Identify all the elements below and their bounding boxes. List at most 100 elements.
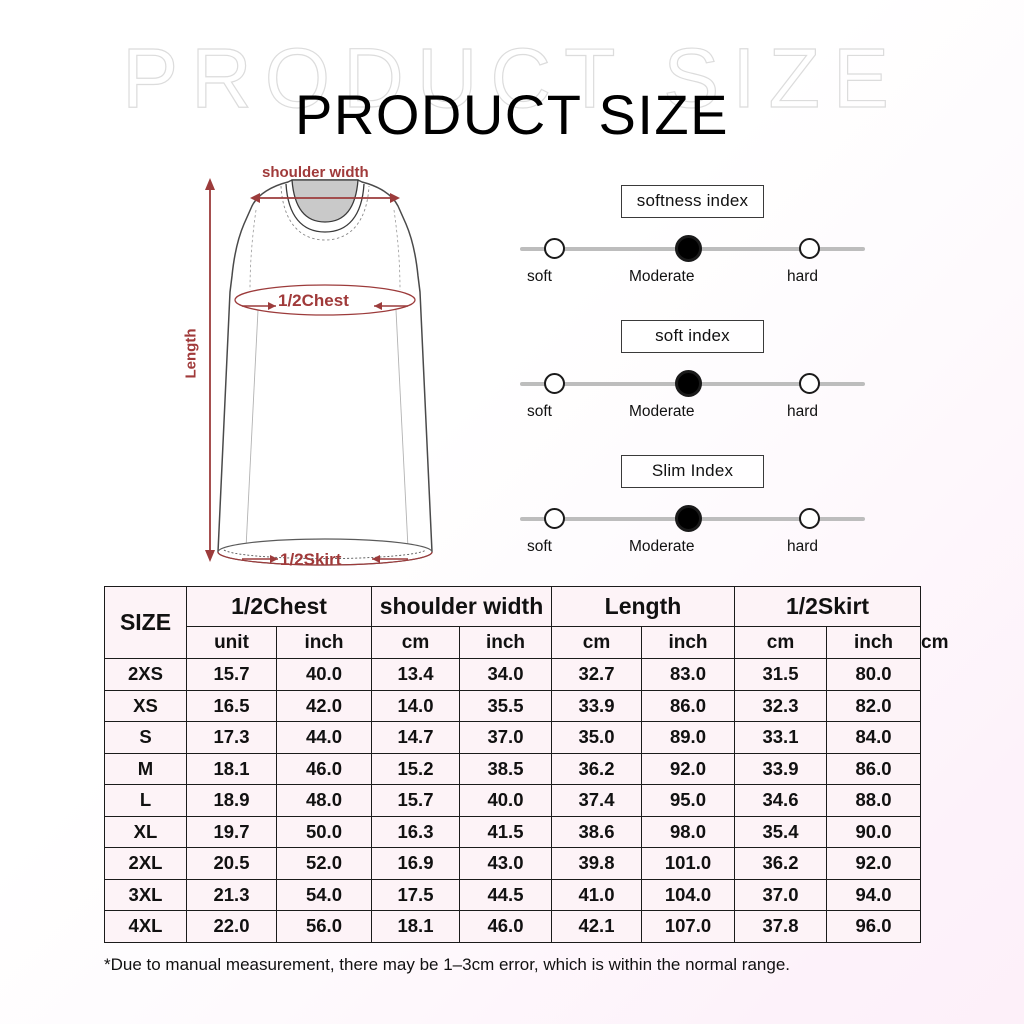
scale-label-moderate: Moderate [629, 403, 695, 420]
table-row: M 18.1 46.0 15.2 38.5 36.2 92.0 33.9 86.0 [104, 752, 922, 785]
cell-measure: 48.0 [276, 784, 372, 817]
table-row: XL 19.7 50.0 16.3 41.5 38.6 98.0 35.4 90.0 [104, 815, 922, 848]
cell-measure: 40.0 [276, 658, 372, 691]
slider-stop-hard[interactable] [799, 508, 820, 529]
cell-measure: 33.9 [734, 752, 827, 785]
title-area: PRODUCT SIZE PRODUCT SIZE [0, 0, 1024, 160]
cell-size: XL [104, 815, 187, 848]
measurement-note: *Due to manual measurement, there may be… [104, 955, 790, 974]
size-table-body: 2XS 15.7 40.0 13.4 34.0 32.7 83.0 31.5 80.0 XS 16.… [104, 658, 922, 943]
cell-measure: 52.0 [276, 847, 372, 880]
cell-measure: 13.4 [371, 658, 460, 691]
garment-illustration [205, 178, 433, 566]
cell-measure: 31.5 [734, 658, 827, 691]
cell-measure: 20.5 [186, 847, 277, 880]
garment-diagram: shoulder width 1/2Chest Length 1/2Skirt [180, 160, 470, 580]
unit-cell-length-inch: inch [641, 626, 735, 659]
slider-stop-moderate-selected[interactable] [675, 370, 702, 397]
slider-stop-hard[interactable] [799, 373, 820, 394]
cell-measure: 18.1 [371, 910, 460, 943]
cell-size: L [104, 784, 187, 817]
cell-measure: 41.5 [459, 815, 552, 848]
cell-measure: 90.0 [825, 815, 922, 848]
scale-label-moderate: Moderate [629, 538, 695, 555]
index-block-softness: softness index soft Moderate hard [505, 185, 880, 320]
cell-measure: 43.0 [459, 847, 552, 880]
cell-measure: 88.0 [825, 784, 922, 817]
cell-size: 3XL [104, 878, 187, 911]
cell-measure: 84.0 [825, 721, 922, 754]
half-skirt-label: 1/2Skirt [280, 550, 342, 569]
cell-measure: 41.0 [551, 878, 642, 911]
cell-measure: 92.0 [641, 752, 735, 785]
cell-measure: 86.0 [825, 752, 922, 785]
half-chest-label: 1/2Chest [278, 291, 349, 310]
cell-measure: 37.0 [734, 878, 827, 911]
soft-index-slider[interactable] [505, 367, 880, 401]
index-block-soft: soft index soft Moderate hard [505, 320, 880, 455]
col-header-half-chest: 1/2Chest [186, 586, 372, 627]
soft-index-scale: soft Moderate hard [505, 403, 880, 427]
unit-cell-chest-inch: inch [276, 626, 372, 659]
cell-measure: 92.0 [825, 847, 922, 880]
col-header-size: SIZE [104, 586, 187, 659]
cell-measure: 18.1 [186, 752, 277, 785]
col-header-length: Length [551, 586, 735, 627]
softness-index-title: softness index [621, 185, 764, 218]
cell-measure: 32.3 [734, 689, 827, 722]
cell-size: S [104, 721, 187, 754]
cell-measure: 22.0 [186, 910, 277, 943]
length-label: Length [182, 328, 200, 379]
cell-measure: 36.2 [551, 752, 642, 785]
table-row: 2XS 15.7 40.0 13.4 34.0 32.7 83.0 31.5 80.0 [104, 658, 922, 691]
cell-measure: 104.0 [641, 878, 735, 911]
cell-measure: 18.9 [186, 784, 277, 817]
cell-measure: 38.6 [551, 815, 642, 848]
table-row: XS 16.5 42.0 14.0 35.5 33.9 86.0 32.3 82.0 [104, 689, 922, 722]
slider-stop-soft[interactable] [544, 373, 565, 394]
slider-stop-soft[interactable] [544, 238, 565, 259]
cell-measure: 42.0 [276, 689, 372, 722]
cell-measure: 17.5 [371, 878, 460, 911]
softness-index-scale: soft Moderate hard [505, 268, 880, 292]
softness-index-slider[interactable] [505, 232, 880, 266]
cell-measure: 35.5 [459, 689, 552, 722]
cell-measure: 34.6 [734, 784, 827, 817]
cell-measure: 16.3 [371, 815, 460, 848]
slider-stop-moderate-selected[interactable] [675, 505, 702, 532]
cell-measure: 40.0 [459, 784, 552, 817]
cell-measure: 16.9 [371, 847, 460, 880]
soft-index-title: soft index [621, 320, 764, 353]
slider-stop-moderate-selected[interactable] [675, 235, 702, 262]
cell-measure: 96.0 [825, 910, 922, 943]
cell-measure: 16.5 [186, 689, 277, 722]
scale-label-hard: hard [787, 538, 819, 555]
cell-measure: 35.0 [551, 721, 642, 754]
slider-stop-soft[interactable] [544, 508, 565, 529]
cell-measure: 80.0 [825, 658, 922, 691]
slider-stop-hard[interactable] [799, 238, 820, 259]
cell-measure: 33.1 [734, 721, 827, 754]
cell-measure: 46.0 [276, 752, 372, 785]
cell-measure: 50.0 [276, 815, 372, 848]
cell-measure: 39.8 [551, 847, 642, 880]
slim-index-scale: soft Moderate hard [505, 538, 880, 562]
cell-measure: 15.2 [371, 752, 460, 785]
cell-measure: 15.7 [186, 658, 277, 691]
cell-measure: 44.0 [276, 721, 372, 754]
size-table: SIZE 1/2Chest shoulder width Length 1/2S… [104, 586, 948, 943]
cell-measure: 14.7 [371, 721, 460, 754]
cell-measure: 46.0 [459, 910, 552, 943]
scale-label-moderate: Moderate [629, 268, 695, 285]
table-row: S 17.3 44.0 14.7 37.0 35.0 89.0 33.1 84.0 [104, 721, 922, 754]
cell-measure: 33.9 [551, 689, 642, 722]
cell-measure: 38.5 [459, 752, 552, 785]
table-row: L 18.9 48.0 15.7 40.0 37.4 95.0 34.6 88.0 [104, 784, 922, 817]
cell-measure: 95.0 [641, 784, 735, 817]
cell-measure: 21.3 [186, 878, 277, 911]
index-panel: softness index soft Moderate hard soft i… [505, 185, 880, 590]
cell-size: 2XL [104, 847, 187, 880]
index-block-slim: Slim Index soft Moderate hard [505, 455, 880, 590]
slim-index-slider[interactable] [505, 502, 880, 536]
cell-measure: 14.0 [371, 689, 460, 722]
